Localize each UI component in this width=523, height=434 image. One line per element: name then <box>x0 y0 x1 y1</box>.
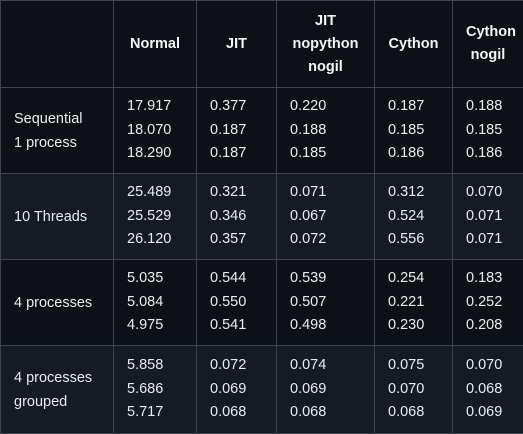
cell-value: 0.070 <box>466 184 503 201</box>
cell-value: 5.858 <box>127 357 164 374</box>
cell-value: 26.120 <box>127 231 172 248</box>
cell-value: 25.489 <box>127 184 172 201</box>
cell-value: 0.185 <box>388 121 425 138</box>
table-cell: 17.917 18.070 18.290 <box>113 87 197 174</box>
cell-value: 0.185 <box>290 145 327 162</box>
cell-value: 0.321 <box>210 184 247 201</box>
header-cell-cython: Cython <box>374 0 453 88</box>
cell-value: 5.084 <box>127 293 164 310</box>
cell-value: 0.068 <box>388 404 425 421</box>
table-cell: 0.071 0.067 0.072 <box>276 173 375 260</box>
header-cell-jit: JIT <box>196 0 277 88</box>
cell-value: 0.377 <box>210 98 247 115</box>
cell-value: 5.717 <box>127 404 164 421</box>
cell-value: 0.069 <box>290 380 327 397</box>
row-label: 10 Threads <box>0 173 114 260</box>
cell-value: 18.290 <box>127 145 172 162</box>
table-row: 4 processes grouped 5.858 5.686 5.717 0.07… <box>0 345 523 434</box>
row-label: 4 processes <box>0 259 114 346</box>
table-row: Sequential 1 process 17.917 18.070 18.290 … <box>0 87 523 174</box>
cell-value: 0.186 <box>388 145 425 162</box>
table-cell: 0.539 0.507 0.498 <box>276 259 375 346</box>
header-cell-jit-nopython-nogil: JIT nopython nogil <box>276 0 375 88</box>
row-label: Sequential 1 process <box>0 87 114 174</box>
cell-value: 0.357 <box>210 231 247 248</box>
table-row: 10 Threads 25.489 25.529 26.120 0.321 0.346… <box>0 173 523 260</box>
cell-value: 0.254 <box>388 270 425 287</box>
cell-value: 0.067 <box>290 207 327 224</box>
table-header: Normal JIT JIT nopython nogil Cython Cyt… <box>0 0 523 88</box>
cell-value: 0.072 <box>210 357 247 374</box>
table-cell: 0.074 0.069 0.068 <box>276 345 375 434</box>
cell-value: 25.529 <box>127 207 172 224</box>
table-cell: 0.070 0.068 0.069 <box>452 345 523 434</box>
cell-value: 0.550 <box>210 293 247 310</box>
cell-value: 0.183 <box>466 270 503 287</box>
table-cell: 5.858 5.686 5.717 <box>113 345 197 434</box>
cell-value: 0.312 <box>388 184 425 201</box>
cell-value: 0.346 <box>210 207 247 224</box>
table-cell: 0.072 0.069 0.068 <box>196 345 277 434</box>
cell-value: 0.524 <box>388 207 425 224</box>
cell-value: 0.556 <box>388 231 425 248</box>
cell-value: 4.975 <box>127 317 164 334</box>
cell-value: 0.186 <box>466 145 503 162</box>
cell-value: 0.069 <box>210 380 247 397</box>
cell-value: 0.068 <box>210 404 247 421</box>
cell-value: 0.072 <box>290 231 327 248</box>
table-cell: 0.254 0.221 0.230 <box>374 259 453 346</box>
table-cell: 25.489 25.529 26.120 <box>113 173 197 260</box>
cell-value: 0.185 <box>466 121 503 138</box>
cell-value: 0.544 <box>210 270 247 287</box>
table-cell: 0.377 0.187 0.187 <box>196 87 277 174</box>
header-cell-normal: Normal <box>113 0 197 88</box>
table-cell: 0.187 0.185 0.186 <box>374 87 453 174</box>
row-label: 4 processes grouped <box>0 345 114 434</box>
table-cell: 0.075 0.070 0.068 <box>374 345 453 434</box>
cell-value: 0.075 <box>388 357 425 374</box>
cell-value: 0.252 <box>466 293 503 310</box>
table-cell: 0.220 0.188 0.185 <box>276 87 375 174</box>
cell-value: 18.070 <box>127 121 172 138</box>
cell-value: 0.187 <box>210 145 247 162</box>
table-cell: 0.183 0.252 0.208 <box>452 259 523 346</box>
cell-value: 0.068 <box>466 380 503 397</box>
cell-value: 0.220 <box>290 98 327 115</box>
cell-value: 0.069 <box>466 404 503 421</box>
cell-value: 0.074 <box>290 357 327 374</box>
cell-value: 0.539 <box>290 270 327 287</box>
cell-value: 0.507 <box>290 293 327 310</box>
cell-value: 0.187 <box>210 121 247 138</box>
cell-value: 0.208 <box>466 317 503 334</box>
cell-value: 0.188 <box>290 121 327 138</box>
table-cell: 0.544 0.550 0.541 <box>196 259 277 346</box>
table-cell: 0.188 0.185 0.186 <box>452 87 523 174</box>
cell-value: 0.071 <box>466 231 503 248</box>
cell-value: 0.071 <box>290 184 327 201</box>
cell-value: 0.221 <box>388 293 425 310</box>
cell-value: 0.070 <box>466 357 503 374</box>
cell-value: 5.686 <box>127 380 164 397</box>
table-row: 4 processes 5.035 5.084 4.975 0.544 0.550 0.… <box>0 259 523 346</box>
cell-value: 5.035 <box>127 270 164 287</box>
table-body: Sequential 1 process 17.917 18.070 18.290 … <box>0 87 523 434</box>
cell-value: 0.068 <box>290 404 327 421</box>
header-row: Normal JIT JIT nopython nogil Cython Cyt… <box>0 0 523 88</box>
cell-value: 0.541 <box>210 317 247 334</box>
cell-value: 0.230 <box>388 317 425 334</box>
table-cell: 0.321 0.346 0.357 <box>196 173 277 260</box>
cell-value: 17.917 <box>127 98 172 115</box>
cell-value: 0.187 <box>388 98 425 115</box>
table-cell: 0.070 0.071 0.071 <box>452 173 523 260</box>
cell-value: 0.071 <box>466 207 503 224</box>
header-cell-corner <box>0 0 114 88</box>
cell-value: 0.070 <box>388 380 425 397</box>
header-cell-cython-nogil: Cython nogil <box>452 0 523 88</box>
table-cell: 0.312 0.524 0.556 <box>374 173 453 260</box>
cell-value: 0.188 <box>466 98 503 115</box>
cell-value: 0.498 <box>290 317 327 334</box>
table-cell: 5.035 5.084 4.975 <box>113 259 197 346</box>
